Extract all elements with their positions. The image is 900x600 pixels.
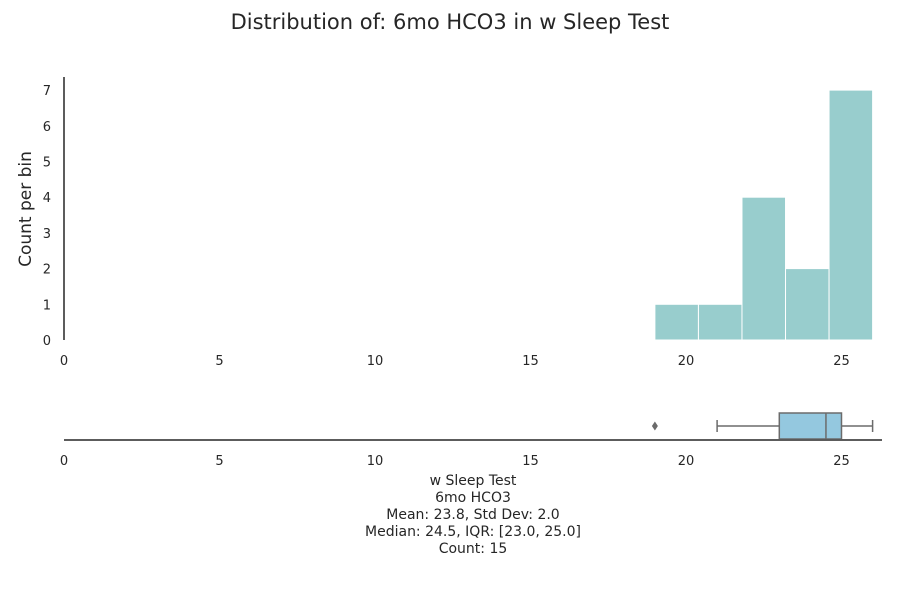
stats-line: w Sleep Test [430, 473, 517, 489]
y-tick-label: 0 [43, 334, 51, 349]
x-tick-label: 0 [60, 454, 68, 469]
x-tick-label: 15 [522, 454, 539, 469]
x-tick-label: 20 [678, 354, 695, 369]
stats-line: Median: 24.5, IQR: [23.0, 25.0] [365, 524, 581, 540]
histogram-bar [741, 196, 787, 341]
x-tick-label: 15 [522, 354, 539, 369]
histogram-bar [828, 89, 874, 341]
x-tick-label: 0 [60, 354, 68, 369]
stats-line: Count: 15 [439, 541, 508, 557]
chart-title: Distribution of: 6mo HCO3 in w Sleep Tes… [231, 10, 670, 34]
y-axis-label: Count per bin [16, 151, 36, 267]
x-tick-label: 20 [678, 454, 695, 469]
outlier-point [651, 421, 658, 431]
x-tick-label: 5 [215, 354, 223, 369]
x-tick-label: 25 [833, 454, 850, 469]
y-tick-label: 2 [43, 263, 51, 278]
histogram-panel: 0 1 2 3 4 5 6 7 0 5 10 15 20 25 [43, 77, 874, 369]
y-tick-label: 6 [43, 120, 51, 135]
stats-line: Mean: 23.8, Std Dev: 2.0 [386, 507, 559, 523]
y-tick-label: 1 [43, 298, 51, 313]
stats-line: 6mo HCO3 [435, 490, 511, 506]
boxplot-panel: 0 5 10 15 20 25 [60, 412, 882, 469]
histogram-bar [697, 303, 743, 341]
y-tick-label: 3 [43, 227, 51, 242]
histogram-bar [654, 303, 699, 341]
x-tick-label: 10 [367, 354, 384, 369]
iqr-box [778, 412, 843, 440]
x-tick-label: 10 [367, 454, 384, 469]
histogram-bar [785, 268, 830, 341]
y-tick-label: 4 [43, 191, 51, 206]
x-tick-label: 5 [215, 454, 223, 469]
x-tick-label: 25 [833, 354, 850, 369]
y-tick-label: 5 [43, 156, 51, 171]
y-tick-label: 7 [43, 84, 51, 99]
